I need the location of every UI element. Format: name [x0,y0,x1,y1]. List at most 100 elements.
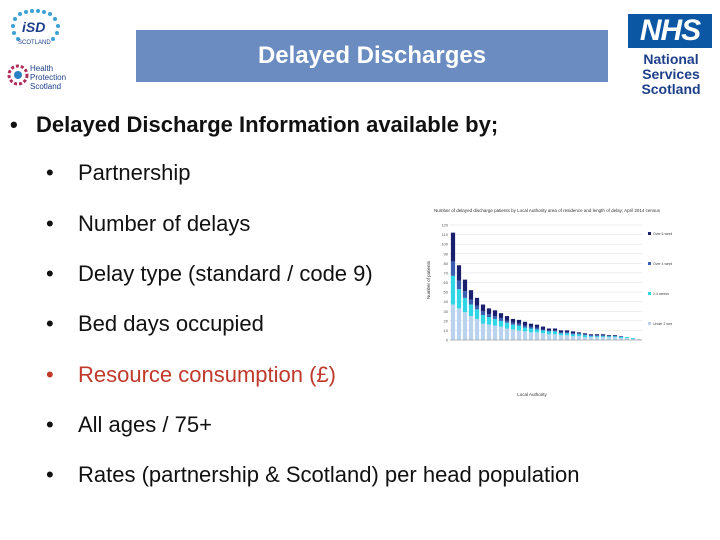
page-title: Delayed Discharges [257,42,487,69]
chart-bar-segment [510,329,516,340]
chart-bar-segment [552,330,558,332]
chart-bar-segment [594,336,600,338]
chart-bar-segment [534,329,540,333]
nhs-logo: NHS [628,14,712,48]
chart-bar-segment [582,335,588,338]
chart-legend-swatch [648,262,651,265]
chart-bar-segment [492,316,498,319]
sub-bullet-rates: • Rates (partnership & Scotland) per head… [46,462,580,487]
chart-bar-segment [552,328,558,331]
chart-bar-segment [528,323,534,327]
chart-bar-segment [468,290,474,300]
chart-bar-segment [558,330,564,333]
chart-bar-segment [504,320,510,323]
chart-y-tick-label: 80 [444,261,449,266]
chart-bar-segment [474,305,480,310]
chart-bar-segment [450,261,456,276]
chart-bar-segment [600,335,606,337]
chart-bar-segment [516,323,522,326]
chart-bar-segment [516,325,522,331]
chart-bar-segment [540,326,546,330]
chart-bar-segment [564,333,570,336]
chart-y-tick-label: 110 [442,232,449,237]
sub-bullet-delay-type: • Delay type (standard / code 9) [46,261,373,286]
chart-bar-segment [558,333,564,336]
chart-bar-segment [600,334,606,336]
chart-bar-segment [618,336,624,338]
chart-bar-segment [576,336,582,340]
chart-bar-segment [468,316,474,340]
chart-bar-segment [576,332,582,334]
chart-legend-swatch [648,322,651,325]
chart-y-tick-label: 20 [444,318,449,323]
chart-bar-segment [462,297,468,313]
chart-bar-segment [510,318,516,323]
chart-bar-segment [456,280,462,290]
chart-bar-segment [606,336,612,338]
chart-bar-segment [570,334,576,337]
chart-bar-segment [492,310,498,317]
chart-bar-segment [588,336,594,338]
chart-bar-segment [486,314,492,317]
chart-bar-segment [468,299,474,305]
chart-bar-segment [594,335,600,337]
chart-bar-segment [498,326,504,340]
chart-bar-segment [510,322,516,325]
hps-logo [6,62,86,94]
chart-legend-label: Over 6 weeks [653,232,672,236]
chart-bar-segment [504,328,510,340]
chart-bar-segment [450,275,456,305]
chart-bar-segment [630,339,636,340]
chart-bar-segment [600,337,606,340]
chart-bar-segment [456,289,462,309]
chart-x-axis-label: Local Authority [517,392,547,397]
sub-bullet-partnership: • Partnership [46,160,191,185]
chart-bar-segment [528,328,534,333]
chart-bar-segment [486,308,492,315]
chart-bar-segment [630,338,636,340]
chart-bar-segment [546,330,552,332]
chart-y-tick-label: 120 [441,223,448,228]
chart-bar-segment [540,330,546,334]
chart-bar-segment [552,334,558,340]
chart-bar-segment [522,321,528,326]
chart-y-tick-label: 0 [446,338,449,343]
chart-bar-segment [582,337,588,340]
chart-bar-segment [594,337,600,340]
chart-bar-segment [582,334,588,336]
chart-bar-segment [546,328,552,331]
chart-bar-segment [600,336,606,338]
chart-bar-segment [576,334,582,337]
chart-legend-label: Under 2 weeks [653,322,672,326]
hps-text: Health Protection Scotland [30,64,67,91]
delayed-discharge-chart: Number of delayed discharge patients by … [426,208,672,397]
chart-bar-segment [522,331,528,340]
chart-bar-segment [618,337,624,339]
chart-title: Number of delayed discharge patients by … [434,208,661,213]
chart-bar-segment [546,334,552,340]
chart-bar-segment [540,333,546,340]
chart-bar-segment [474,309,480,319]
main-bullet: • Delayed Discharge Information available… [10,112,499,137]
chart-bar-segment [534,332,540,340]
chart-bar-segment [564,332,570,334]
chart-bar-segment [582,333,588,335]
isd-sub-text: SCOTLAND [18,40,51,46]
chart-bar-segment [570,336,576,340]
title-banner: Delayed Discharges [136,30,608,82]
chart-bar-segment [570,331,576,334]
isd-scotland-logo: iSD SCOTLAND [8,8,68,60]
chart-bar-segment [474,297,480,306]
chart-bar-segment [498,320,504,327]
chart-bar-segment [564,330,570,333]
sub-bullet-number-of-delays: • Number of delays [46,211,251,236]
nhs-subtitle: National Services Scotland [641,51,701,97]
chart-bar-segment [510,324,516,330]
chart-bar-segment [624,338,630,340]
chart-bar-segment [468,304,474,317]
chart-bar-segment [528,332,534,340]
chart-bar-segment [570,333,576,335]
sub-bullet-all-ages: • All ages / 75+ [46,412,212,437]
chart-bar-segment [612,335,618,337]
chart-bar-segment [462,312,468,340]
